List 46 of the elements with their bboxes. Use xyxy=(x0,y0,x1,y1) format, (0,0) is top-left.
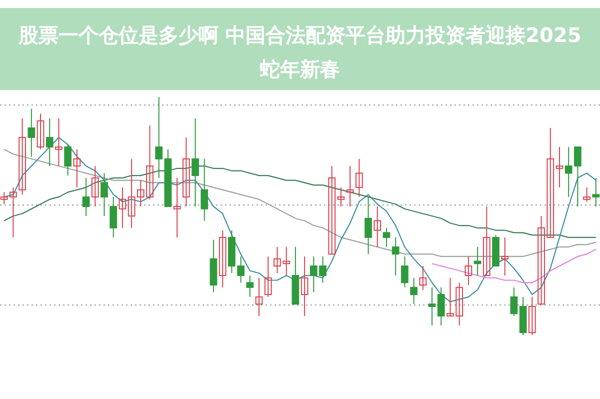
candlestick xyxy=(255,277,263,316)
chart-title: 股票一个仓位是多少啊 中国合法配资平台助力投资者迎接2025蛇年新春 xyxy=(18,23,582,81)
candlestick xyxy=(64,144,72,176)
candlestick xyxy=(18,118,26,196)
candlestick xyxy=(118,186,126,228)
candlestick xyxy=(182,136,190,207)
candlestick xyxy=(428,286,436,326)
candlestick xyxy=(300,256,308,316)
candlestick xyxy=(173,177,181,238)
candlestick xyxy=(36,113,44,150)
candlestick xyxy=(355,158,363,198)
candlestick xyxy=(155,96,163,178)
candlestick xyxy=(246,275,254,298)
candlestick xyxy=(110,196,118,238)
candlestick xyxy=(556,146,564,188)
candlestick xyxy=(382,227,390,248)
candlestick xyxy=(128,158,136,228)
candlestick xyxy=(28,108,36,157)
candlestick xyxy=(374,206,382,248)
candlestick xyxy=(46,118,54,167)
candlestick xyxy=(583,186,590,202)
candlestick xyxy=(482,206,490,276)
candlestick xyxy=(392,236,400,276)
candlestick xyxy=(419,265,427,290)
candlestick xyxy=(328,166,336,255)
candlestick xyxy=(337,186,345,207)
candlestick xyxy=(464,256,472,286)
candlestick xyxy=(401,256,408,288)
candlestick xyxy=(346,166,354,207)
candlestick xyxy=(55,118,62,167)
candlestick xyxy=(474,246,482,276)
candlestick xyxy=(437,286,445,326)
candlestick xyxy=(82,177,90,216)
candlestick xyxy=(364,196,372,255)
candlestick xyxy=(510,286,518,316)
candlestick xyxy=(192,118,199,207)
candlestick xyxy=(501,236,509,276)
candlestick xyxy=(100,172,108,216)
candlestick xyxy=(528,296,536,336)
candlestick xyxy=(73,148,81,188)
candlestick xyxy=(218,230,226,288)
candlestick xyxy=(264,256,272,298)
candlestick xyxy=(410,277,418,305)
candlestick xyxy=(200,158,208,222)
candlestick xyxy=(91,166,99,207)
candlestick xyxy=(592,177,600,207)
